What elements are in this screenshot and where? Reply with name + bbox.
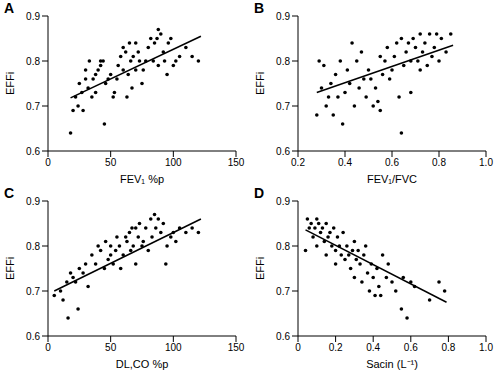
- svg-text:0.8: 0.8: [276, 241, 290, 252]
- svg-text:0.6: 0.6: [26, 146, 40, 157]
- svg-text:150: 150: [228, 157, 245, 168]
- svg-text:100: 100: [165, 342, 182, 353]
- svg-text:0.2: 0.2: [329, 342, 343, 353]
- svg-text:0: 0: [295, 342, 301, 353]
- svg-text:0.6: 0.6: [26, 331, 40, 342]
- svg-text:0.9: 0.9: [276, 196, 290, 207]
- svg-text:0.8: 0.8: [441, 342, 455, 353]
- html-text:C: C: [4, 185, 15, 201]
- svg-text:0.8: 0.8: [432, 157, 446, 168]
- svg-text:0: 0: [45, 342, 51, 353]
- svg-text:1.0: 1.0: [479, 157, 492, 168]
- svg-text:FEV₁/FVC: FEV₁/FVC: [367, 173, 417, 185]
- svg-text:EFFi: EFFi: [254, 257, 266, 280]
- svg-text:FEV₁ %p: FEV₁ %p: [120, 173, 164, 185]
- svg-text:0.4: 0.4: [338, 157, 352, 168]
- svg-text:50: 50: [105, 157, 117, 168]
- svg-text:0.7: 0.7: [276, 286, 290, 297]
- svg-text:0.9: 0.9: [26, 11, 40, 22]
- svg-text:100: 100: [165, 157, 182, 168]
- html-text:B: B: [254, 0, 265, 16]
- html-text:A: A: [4, 0, 15, 16]
- svg-text:0.8: 0.8: [276, 56, 290, 67]
- svg-text:150: 150: [228, 342, 245, 353]
- svg-text:0.9: 0.9: [26, 196, 40, 207]
- svg-text:EFFi: EFFi: [8, 72, 16, 95]
- svg-text:DL,CO %p: DL,CO %p: [116, 358, 169, 370]
- svg-text:50: 50: [105, 342, 117, 353]
- svg-text:0.6: 0.6: [276, 146, 290, 157]
- svg-text:0.7: 0.7: [26, 286, 40, 297]
- svg-text:EFFi: EFFi: [8, 257, 16, 280]
- svg-text:EFFi: EFFi: [254, 72, 266, 95]
- svg-text:0.6: 0.6: [276, 331, 290, 342]
- svg-text:0.7: 0.7: [26, 101, 40, 112]
- svg-text:0.6: 0.6: [385, 157, 399, 168]
- svg-text:0.9: 0.9: [276, 11, 290, 22]
- svg-text:0.8: 0.8: [26, 56, 40, 67]
- svg-text:0.6: 0.6: [404, 342, 418, 353]
- svg-text:1.0: 1.0: [479, 342, 492, 353]
- svg-text:0: 0: [45, 157, 51, 168]
- svg-text:0.7: 0.7: [276, 101, 290, 112]
- svg-text:0.8: 0.8: [26, 241, 40, 252]
- svg-text:0.4: 0.4: [366, 342, 380, 353]
- svg-text:Sacin (L⁻¹): Sacin (L⁻¹): [366, 358, 418, 370]
- html-text:D: D: [254, 185, 265, 201]
- svg-text:0.2: 0.2: [291, 157, 305, 168]
